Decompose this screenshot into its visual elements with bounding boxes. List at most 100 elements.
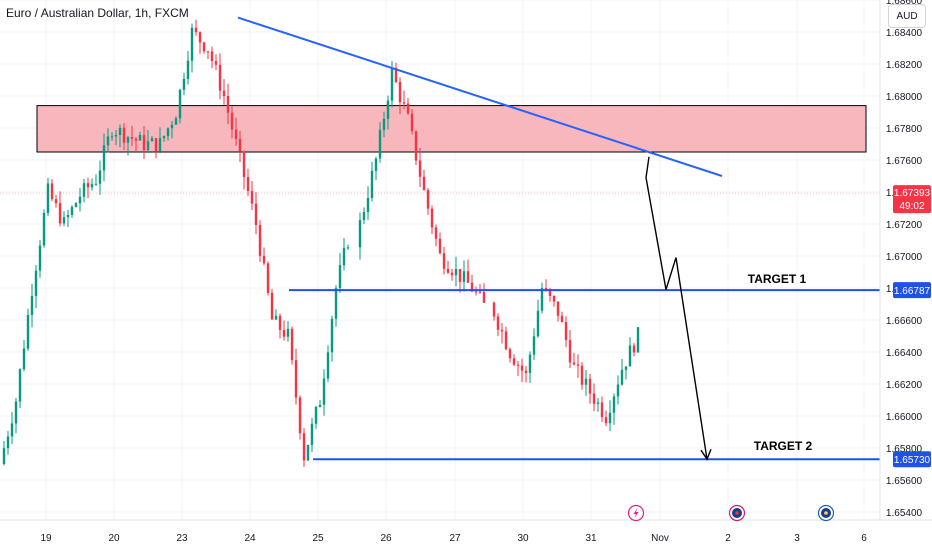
candle-body [576, 364, 580, 366]
candle-body [282, 329, 286, 337]
candle-body [50, 183, 54, 200]
candle-body [636, 327, 640, 353]
candle-body [568, 340, 572, 363]
candle-body [450, 272, 454, 276]
candle-body [74, 203, 78, 207]
price-tick-label: 1.68200 [886, 60, 923, 71]
time-tick-label: 27 [449, 533, 461, 544]
candle-body [2, 448, 6, 464]
candle-body [22, 348, 26, 370]
candle-body [298, 397, 302, 434]
candle-body [30, 295, 34, 315]
candle-body [600, 402, 604, 418]
candle-body [620, 369, 624, 385]
candle-body [470, 282, 474, 292]
candle-body [342, 248, 346, 266]
candle-body [242, 151, 246, 178]
candle-body [246, 177, 250, 192]
candle-body [170, 124, 174, 129]
price-tick-label: 1.67000 [886, 252, 923, 263]
candle-body [110, 136, 114, 138]
candle-body [18, 369, 22, 402]
candle-body [466, 271, 470, 283]
candle-body [154, 138, 158, 152]
candle-body [418, 160, 422, 177]
candle-body [234, 129, 238, 139]
candle-body [508, 349, 512, 359]
candle-body [528, 354, 532, 373]
candle-body [38, 245, 42, 271]
candle-body [270, 292, 274, 320]
last-price-box [893, 185, 931, 214]
time-tick-label: 19 [40, 533, 52, 544]
candle-body [516, 364, 520, 366]
candle-body [588, 378, 592, 394]
price-tick-label: 1.66200 [886, 380, 923, 391]
candle-body [162, 136, 166, 139]
candle-body [286, 328, 290, 337]
candle-body [422, 176, 426, 190]
candle-body [478, 291, 482, 293]
candle-body [34, 270, 38, 296]
candle-body [318, 404, 322, 407]
candle-body [94, 183, 98, 185]
candle-body [560, 315, 564, 323]
candle-body [512, 358, 516, 365]
target-1-label: TARGET 1 [748, 272, 807, 286]
candle-body [378, 129, 382, 159]
lightning-icon [627, 504, 645, 522]
candle-body [238, 138, 242, 152]
price-tick-label: 1.67200 [886, 220, 923, 231]
candle-body [402, 102, 406, 104]
candle-body [338, 265, 342, 289]
time-tick-label: 26 [380, 533, 392, 544]
candle-body [414, 131, 418, 161]
candle-body [262, 255, 266, 264]
candle-body [358, 220, 362, 248]
candle-body [474, 291, 478, 293]
level-price-value: 1.65730 [894, 455, 931, 466]
candle-body [114, 135, 118, 137]
candle-body [314, 406, 318, 424]
candle-body [362, 211, 366, 221]
candle-body [194, 27, 198, 33]
candle-body [158, 138, 162, 152]
candle-body [174, 118, 178, 125]
candle-body [206, 51, 210, 53]
candle-body [382, 118, 386, 130]
candle-body [446, 268, 450, 273]
candle-body [98, 170, 102, 184]
price-tick-label: 1.68000 [886, 92, 923, 103]
eu-flag-icon [817, 504, 835, 522]
candle-body [250, 191, 254, 204]
candle-body [186, 60, 190, 79]
candle-body [294, 360, 298, 398]
candle-body [78, 196, 82, 204]
price-tick-label: 1.66600 [886, 316, 923, 327]
time-tick-label: Nov [651, 533, 669, 544]
candle-body [536, 310, 540, 337]
candle-body [572, 362, 576, 365]
candle-body [102, 145, 106, 171]
candle-body [266, 263, 270, 293]
candle-body [632, 345, 636, 353]
candle-body [54, 199, 58, 204]
candle-body [520, 365, 524, 371]
candle-body [366, 197, 370, 212]
candle-body [584, 378, 588, 385]
currency-button[interactable]: AUD [888, 4, 926, 28]
candle-body [182, 78, 186, 90]
price-tick-label: 1.67600 [886, 156, 923, 167]
time-axis-bg [0, 520, 932, 550]
price-tick-label: 1.65400 [886, 508, 923, 519]
candle-body [552, 295, 556, 302]
price-tick-label: 1.65800 [886, 444, 923, 455]
candle-body [142, 135, 146, 151]
time-tick-label: 25 [312, 533, 324, 544]
candle-body [42, 212, 46, 246]
price-tick-label: 1.66400 [886, 348, 923, 359]
candle-body [496, 316, 500, 330]
projection-path [645, 156, 708, 460]
candle-body [410, 113, 414, 132]
